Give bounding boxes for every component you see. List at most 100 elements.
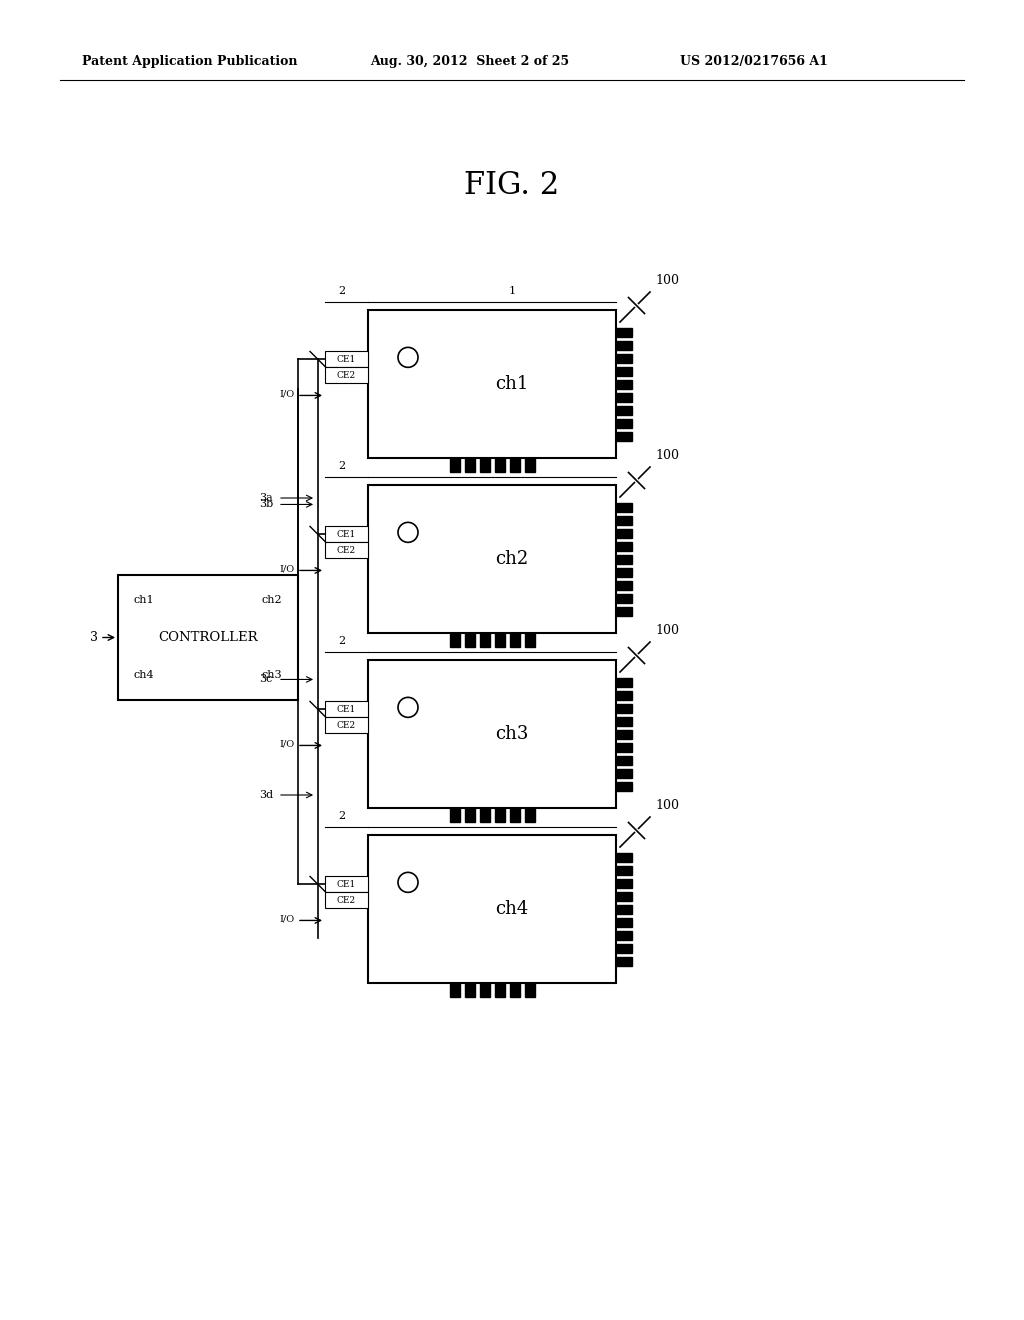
Bar	[616, 957, 632, 965]
Bar	[450, 458, 460, 473]
Bar	[616, 944, 632, 953]
Text: ch1: ch1	[496, 375, 528, 393]
Bar	[465, 983, 474, 997]
Bar	[368, 836, 616, 983]
Bar	[524, 983, 535, 997]
Text: 1: 1	[508, 286, 515, 296]
Text: CE1: CE1	[337, 355, 356, 364]
Text: ch3: ch3	[496, 725, 528, 743]
Bar	[465, 808, 474, 822]
Text: 100: 100	[655, 449, 679, 462]
Text: I/O: I/O	[280, 915, 295, 924]
Bar	[616, 367, 632, 375]
Bar	[616, 677, 632, 686]
Bar	[616, 917, 632, 927]
Bar	[479, 458, 489, 473]
Bar	[510, 458, 519, 473]
Bar	[616, 516, 632, 524]
Bar	[465, 634, 474, 647]
Bar	[616, 354, 632, 363]
Bar	[616, 606, 632, 615]
Text: 100: 100	[655, 275, 679, 286]
Bar	[616, 904, 632, 913]
Text: I/O: I/O	[280, 565, 295, 573]
Bar	[616, 866, 632, 874]
Text: I/O: I/O	[280, 389, 295, 399]
Bar	[616, 528, 632, 537]
Bar	[510, 634, 519, 647]
Bar	[616, 405, 632, 414]
Bar	[616, 594, 632, 602]
Bar	[118, 576, 298, 700]
Bar	[325, 367, 368, 383]
Bar	[479, 983, 489, 997]
Bar	[524, 808, 535, 822]
Bar	[510, 808, 519, 822]
Bar	[616, 879, 632, 887]
Text: 1: 1	[508, 636, 515, 645]
Text: Patent Application Publication: Patent Application Publication	[82, 55, 298, 69]
Bar	[616, 341, 632, 350]
Bar	[325, 351, 368, 367]
Bar	[325, 701, 368, 718]
Text: ch4: ch4	[496, 900, 528, 917]
Bar	[524, 458, 535, 473]
Text: 3a: 3a	[259, 492, 273, 503]
Bar	[495, 458, 505, 473]
Bar	[616, 432, 632, 441]
Bar	[465, 458, 474, 473]
Text: 2: 2	[338, 286, 345, 296]
Bar	[479, 634, 489, 647]
Text: CONTROLLER: CONTROLLER	[158, 631, 258, 644]
Bar	[616, 781, 632, 791]
Text: CE2: CE2	[337, 546, 356, 554]
Bar	[616, 717, 632, 726]
Bar	[368, 310, 616, 458]
Bar	[524, 634, 535, 647]
Bar	[616, 418, 632, 428]
Bar	[616, 327, 632, 337]
Bar	[495, 983, 505, 997]
Bar	[616, 742, 632, 751]
Bar	[368, 660, 616, 808]
Text: I/O: I/O	[280, 739, 295, 748]
Text: 2: 2	[338, 636, 345, 645]
Bar	[616, 931, 632, 940]
Text: CE2: CE2	[337, 721, 356, 730]
Bar	[325, 718, 368, 734]
Text: Aug. 30, 2012  Sheet 2 of 25: Aug. 30, 2012 Sheet 2 of 25	[370, 55, 569, 69]
Text: ch1: ch1	[134, 595, 155, 605]
Text: ch2: ch2	[496, 550, 528, 568]
Bar	[616, 768, 632, 777]
Bar	[616, 704, 632, 713]
Text: CE1: CE1	[337, 529, 356, 539]
Bar	[325, 892, 368, 908]
Bar	[325, 543, 368, 558]
Text: US 2012/0217656 A1: US 2012/0217656 A1	[680, 55, 827, 69]
Text: CE2: CE2	[337, 896, 356, 906]
Bar	[616, 730, 632, 738]
Bar	[616, 392, 632, 401]
Text: 100: 100	[655, 624, 679, 638]
Bar	[616, 554, 632, 564]
Bar	[510, 983, 519, 997]
Bar	[325, 527, 368, 543]
Text: FIG. 2: FIG. 2	[464, 169, 560, 201]
Bar	[616, 891, 632, 900]
Bar	[616, 541, 632, 550]
Bar	[368, 484, 616, 634]
Bar	[450, 634, 460, 647]
Bar	[479, 808, 489, 822]
Bar	[616, 755, 632, 764]
Bar	[450, 808, 460, 822]
Text: 3c: 3c	[260, 675, 273, 685]
Text: CE1: CE1	[337, 705, 356, 714]
Bar	[616, 380, 632, 388]
Text: ch4: ch4	[134, 671, 155, 680]
Bar	[616, 568, 632, 577]
Text: 1: 1	[508, 810, 515, 821]
Text: 3b: 3b	[259, 499, 273, 510]
Bar	[450, 983, 460, 997]
Text: ch2: ch2	[261, 595, 282, 605]
Bar	[616, 853, 632, 862]
